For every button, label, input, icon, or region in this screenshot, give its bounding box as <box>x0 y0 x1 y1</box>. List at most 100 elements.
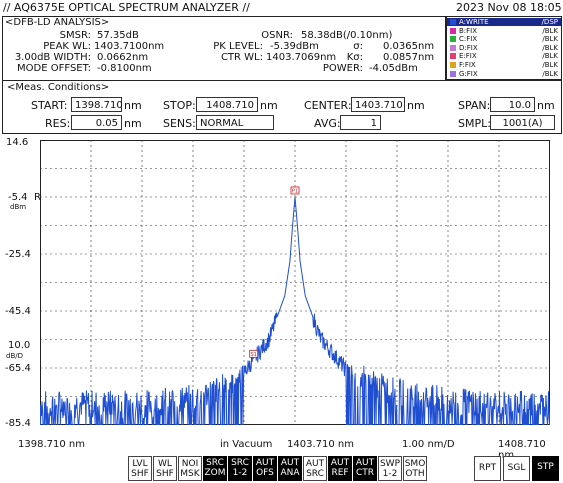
trace-list: A:WRITE/DSP B:FIX/BLK C:FIX/BLK D:FIX/BLK E:… <box>446 16 562 80</box>
smpl-label: SMPL: <box>458 117 491 130</box>
span-label: SPAN: <box>458 99 491 112</box>
trace-name: D:FIX <box>459 43 478 52</box>
start-label: START: <box>31 99 68 112</box>
y-tick-3: -25.4 <box>5 249 31 260</box>
y-tick-4: -45.4 <box>5 306 31 317</box>
peak-marker[interactable]: P1 <box>290 186 300 195</box>
analysis-tab: <DFB-LD ANALYSIS> <box>5 17 110 28</box>
per-div-label: 1.00 nm/D <box>402 439 455 450</box>
start-field[interactable]: 1398.710 <box>71 97 123 112</box>
pk-level-value: -5.39dBm <box>270 41 319 52</box>
mode-offset-value: -0.8100nm <box>97 63 152 74</box>
trace-color-swatch <box>450 44 456 51</box>
sens-label: SENS: <box>163 117 196 130</box>
softkey-src-1-2[interactable]: SRC 1-2 <box>228 456 252 481</box>
smsr-value: 57.35dB <box>97 30 139 41</box>
sens-field[interactable]: NORMAL <box>196 115 274 130</box>
softkey-aut-src[interactable]: AUT SRC <box>303 456 327 481</box>
trace-row[interactable]: F:FIX/BLK <box>447 61 561 69</box>
smsr-label: SMSR: <box>59 30 91 41</box>
sweep-stp-button[interactable]: STP <box>532 456 559 481</box>
datetime: 2023 Nov 08 18:05 <box>456 1 562 14</box>
trace-row[interactable]: B:FIX/BLK <box>447 27 561 35</box>
res-label: RES: <box>45 117 71 130</box>
sweep-sgl-button[interactable]: SGL <box>503 456 530 481</box>
stop-label: STOP: <box>163 99 196 112</box>
span-unit: nm <box>537 99 555 112</box>
trace-color-swatch <box>450 36 456 43</box>
softkey-wl-shf[interactable]: WL SHF <box>153 456 177 481</box>
ksigma-label: Kσ: <box>346 52 363 63</box>
stop-field[interactable]: 1408.710 <box>196 97 258 112</box>
power-value: -4.05dBm <box>369 63 418 74</box>
y-tick-5: -65.4 <box>5 363 31 374</box>
meas-conditions-panel: <Meas. Conditions> START: 1398.710 nm ST… <box>2 80 562 134</box>
trace-mode: /BLK <box>542 52 558 61</box>
trace-name: C:FIX <box>459 35 478 44</box>
trace-mode: /BLK <box>542 43 558 52</box>
smpl-field[interactable]: 1001(A) <box>490 115 555 130</box>
osnr-label: OSNR: <box>261 30 293 41</box>
ctr-wl-label: CTR WL: <box>220 52 263 63</box>
marker-layer: P1 S1 <box>249 186 300 358</box>
y-tick-top: 14.6 <box>6 137 29 148</box>
y-unit-dbm: dBm <box>10 203 27 211</box>
trace-color-swatch <box>450 62 456 68</box>
side-mode-marker-box <box>249 349 259 358</box>
y-tick-bottom: -85.4 <box>5 418 31 429</box>
trace-row[interactable]: A:WRITE/DSP <box>447 18 561 26</box>
trace-color-swatch <box>450 27 456 34</box>
y-tick-ref: -5.4 <box>8 192 28 203</box>
sigma-value: 0.0365nm <box>383 41 435 52</box>
trace-mode: /BLK <box>542 26 558 35</box>
softkey-src-zom[interactable]: SRC ZOM <box>203 456 227 481</box>
ctr-wl-value: 1403.7069nm <box>266 52 337 63</box>
x-center-label: 1403.710 nm <box>287 439 354 450</box>
analysis-panel: <DFB-LD ANALYSIS> SMSR: 57.35dB PEAK WL:… <box>2 16 446 82</box>
peak-marker-box <box>290 186 300 195</box>
peak-wl-label: PEAK WL: <box>43 41 91 52</box>
start-unit: nm <box>124 99 142 112</box>
sweep-rpt-button[interactable]: RPT <box>474 456 501 481</box>
trace-row[interactable]: D:FIX/BLK <box>447 44 561 52</box>
trace-mode: /BLK <box>542 69 558 78</box>
softkey-lvl-shf[interactable]: LVL SHF <box>128 456 152 481</box>
trace-row[interactable]: G:FIX/BLK <box>447 70 561 78</box>
vacuum-label: in Vacuum <box>220 439 273 450</box>
osnr-value: 58.38dB(/0.10nm) <box>301 30 393 41</box>
width-value: 0.0662nm <box>97 52 149 63</box>
conditions-tab: <Meas. Conditions> <box>7 82 110 93</box>
span-field[interactable]: 10.0 <box>490 97 535 112</box>
power-label: POWER: <box>322 63 363 74</box>
trace-color-swatch <box>450 19 456 25</box>
trace-mode: /BLK <box>542 35 558 44</box>
peak-wl-value: 1403.7100nm <box>94 41 165 52</box>
softkey-noi-msk[interactable]: NOI MSK <box>178 456 202 481</box>
side-mode-marker-label: S1 <box>251 352 257 358</box>
center-unit: nm <box>407 99 425 112</box>
width-label: 3.00dB WIDTH: <box>14 52 91 63</box>
res-field[interactable]: 0.05 <box>71 115 122 130</box>
center-label: CENTER: <box>304 99 352 112</box>
stop-unit: nm <box>260 99 278 112</box>
trace-name: G:FIX <box>459 69 478 78</box>
trace-row[interactable]: C:FIX/BLK <box>447 35 561 43</box>
avg-field[interactable]: 1 <box>340 115 381 130</box>
trace-layer <box>40 196 550 425</box>
softkey-aut-ref[interactable]: AUT REF <box>328 456 352 481</box>
softkey-aut-ctr[interactable]: AUT CTR <box>353 456 377 481</box>
softkey-smo-oth[interactable]: SMO OTH <box>403 456 427 481</box>
trace-row[interactable]: E:FIX/BLK <box>447 52 561 60</box>
trace-color-swatch <box>450 70 456 77</box>
side-mode-marker[interactable]: S1 <box>249 349 259 358</box>
trace-mode: /DSP <box>541 18 558 26</box>
softkey-swp-1-2[interactable]: SWP 1-2 <box>378 456 402 481</box>
center-field[interactable]: 1403.710 <box>351 97 405 112</box>
avg-label: AVG: <box>314 117 341 130</box>
softkey-aut-ofs[interactable]: AUT OFS <box>253 456 277 481</box>
spectrum-plot[interactable]: P1 S1 <box>40 140 550 425</box>
x-stop-label: 1408.710 nm <box>498 439 546 461</box>
trace-color-swatch <box>450 53 456 60</box>
softkey-aut-ana[interactable]: AUT ANA <box>278 456 302 481</box>
app-title: // AQ6375E OPTICAL SPECTRUM ANALYZER // <box>3 1 250 14</box>
